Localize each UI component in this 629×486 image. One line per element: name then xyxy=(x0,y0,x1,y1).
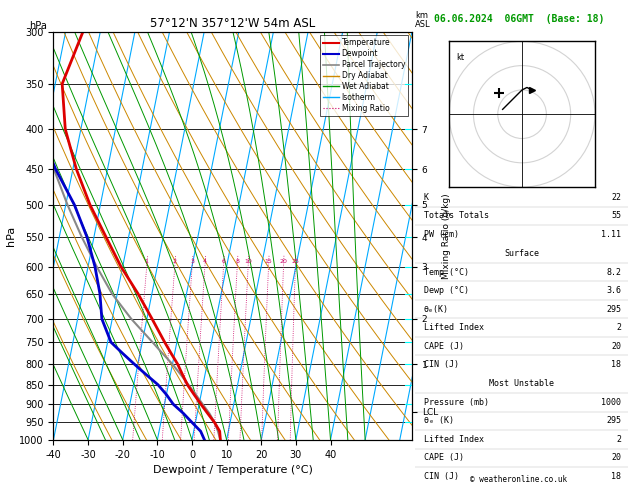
Text: 20: 20 xyxy=(611,453,621,462)
Text: CAPE (J): CAPE (J) xyxy=(424,342,464,350)
Text: CIN (J): CIN (J) xyxy=(424,472,459,481)
Text: Pressure (mb): Pressure (mb) xyxy=(424,398,489,407)
Y-axis label: Mixing Ratio (g/kg): Mixing Ratio (g/kg) xyxy=(442,193,451,278)
Text: θₑ (K): θₑ (K) xyxy=(424,417,454,425)
Text: CIN (J): CIN (J) xyxy=(424,360,459,369)
Text: 06.06.2024  06GMT  (Base: 18): 06.06.2024 06GMT (Base: 18) xyxy=(434,14,604,24)
Text: θₑ(K): θₑ(K) xyxy=(424,305,448,313)
Text: 2: 2 xyxy=(616,323,621,332)
Text: Totals Totals: Totals Totals xyxy=(424,211,489,220)
Text: PW (cm): PW (cm) xyxy=(424,230,459,239)
Text: CAPE (J): CAPE (J) xyxy=(424,453,464,462)
Text: 15: 15 xyxy=(265,259,272,264)
Text: kt: kt xyxy=(457,53,465,63)
Text: Dewp (°C): Dewp (°C) xyxy=(424,286,469,295)
Text: K: K xyxy=(424,193,428,202)
Text: 10: 10 xyxy=(244,259,252,264)
Y-axis label: hPa: hPa xyxy=(6,226,16,246)
Text: 20: 20 xyxy=(279,259,287,264)
Text: Most Unstable: Most Unstable xyxy=(489,380,554,388)
Text: 2: 2 xyxy=(173,259,177,264)
Text: Lifted Index: Lifted Index xyxy=(424,323,484,332)
Text: Temp (°C): Temp (°C) xyxy=(424,268,469,277)
Text: hPa: hPa xyxy=(30,21,47,31)
Text: Lifted Index: Lifted Index xyxy=(424,435,484,444)
Text: 8.2: 8.2 xyxy=(606,268,621,277)
Text: 3: 3 xyxy=(190,259,194,264)
Text: 295: 295 xyxy=(606,417,621,425)
Text: 1: 1 xyxy=(145,259,148,264)
Text: 6: 6 xyxy=(221,259,225,264)
Text: 22: 22 xyxy=(611,193,621,202)
Text: © weatheronline.co.uk: © weatheronline.co.uk xyxy=(470,475,567,484)
Title: 57°12'N 357°12'W 54m ASL: 57°12'N 357°12'W 54m ASL xyxy=(150,17,315,31)
X-axis label: Dewpoint / Temperature (°C): Dewpoint / Temperature (°C) xyxy=(153,465,313,475)
Text: km
ASL: km ASL xyxy=(415,11,431,29)
Text: 18: 18 xyxy=(611,360,621,369)
Text: 295: 295 xyxy=(606,305,621,313)
Text: 3.6: 3.6 xyxy=(606,286,621,295)
Text: 1.11: 1.11 xyxy=(601,230,621,239)
Text: 8: 8 xyxy=(235,259,239,264)
Text: 55: 55 xyxy=(611,211,621,220)
Text: 1000: 1000 xyxy=(601,398,621,407)
Text: 20: 20 xyxy=(611,342,621,350)
Text: 25: 25 xyxy=(291,259,299,264)
Text: Surface: Surface xyxy=(504,249,539,258)
Text: 4: 4 xyxy=(203,259,207,264)
Text: 2: 2 xyxy=(616,435,621,444)
Legend: Temperature, Dewpoint, Parcel Trajectory, Dry Adiabat, Wet Adiabat, Isotherm, Mi: Temperature, Dewpoint, Parcel Trajectory… xyxy=(320,35,408,116)
Text: 18: 18 xyxy=(611,472,621,481)
